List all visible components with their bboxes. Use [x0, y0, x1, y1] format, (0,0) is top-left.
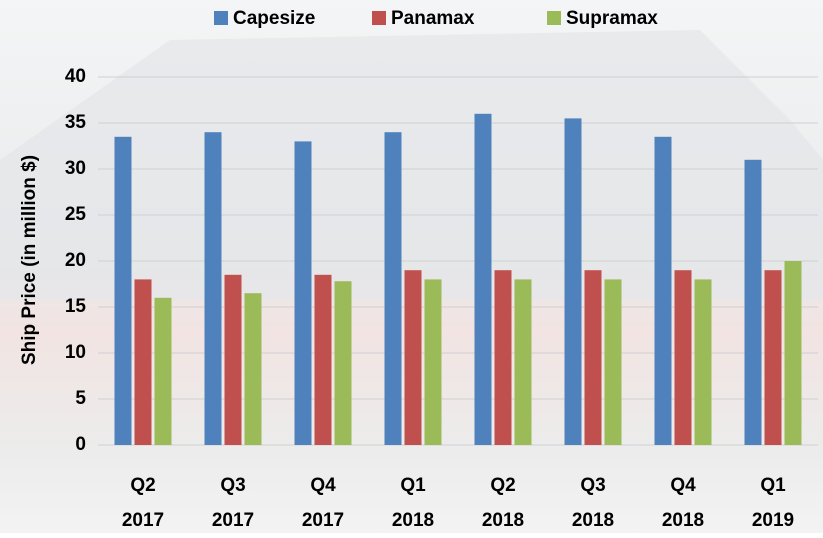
x-tick-label: Q3	[220, 475, 245, 496]
y-tick-label: 35	[65, 112, 87, 133]
bar	[225, 275, 242, 445]
x-tick-label: 2018	[482, 510, 524, 531]
bar	[385, 132, 402, 445]
y-tick-label: 20	[65, 250, 86, 271]
bar	[785, 261, 802, 445]
legend-swatch	[547, 11, 561, 25]
y-tick-label: 5	[75, 388, 86, 409]
chart: Ship Price (in million $) 0 5 10 15 20 25 30 35…	[0, 0, 823, 533]
y-tick-label: 25	[65, 204, 87, 225]
y-tick-label: 10	[65, 342, 86, 363]
x-tick-label: Q4	[670, 475, 696, 496]
x-tick-label: Q2	[130, 475, 155, 496]
bar	[335, 281, 352, 445]
bar	[565, 118, 582, 445]
x-tick-label: Q3	[580, 475, 605, 496]
bar	[405, 270, 422, 445]
legend-label: Panamax	[391, 8, 475, 29]
x-tick-label: 2017	[302, 510, 344, 531]
x-tick-label: 2018	[662, 510, 704, 531]
bar	[495, 270, 512, 445]
bar	[765, 270, 782, 445]
x-tick-label: 2018	[572, 510, 614, 531]
x-tick-label: 2019	[752, 510, 794, 531]
bar	[245, 293, 262, 445]
y-tick-label: 30	[65, 158, 86, 179]
x-tick-label: Q1	[760, 475, 786, 496]
bar	[695, 279, 712, 445]
x-tick-label: 2017	[122, 510, 164, 531]
x-tick-label: Q1	[400, 475, 426, 496]
bar	[745, 160, 762, 445]
y-tick-label: 40	[65, 66, 86, 87]
bar	[205, 132, 222, 445]
y-tick-label: 0	[75, 434, 86, 455]
bar	[295, 141, 312, 445]
x-tick-label: Q4	[310, 475, 336, 496]
bar	[585, 270, 602, 445]
bar	[655, 137, 672, 445]
bar	[115, 137, 132, 445]
bar	[605, 279, 622, 445]
legend-label: Supramax	[566, 8, 658, 29]
x-tick-label: 2017	[212, 510, 254, 531]
x-tick-label: Q2	[490, 475, 515, 496]
bar	[425, 279, 442, 445]
bar	[155, 298, 172, 445]
legend-swatch	[214, 11, 228, 25]
legend-swatch	[372, 11, 386, 25]
bar	[135, 279, 152, 445]
bar	[315, 275, 332, 445]
bar	[515, 279, 532, 445]
x-tick-label: 2018	[392, 510, 434, 531]
legend-label: Capesize	[233, 8, 315, 29]
bar	[675, 270, 692, 445]
y-tick-label: 15	[65, 296, 87, 317]
y-axis-label: Ship Price (in million $)	[19, 155, 40, 365]
bar	[475, 114, 492, 445]
